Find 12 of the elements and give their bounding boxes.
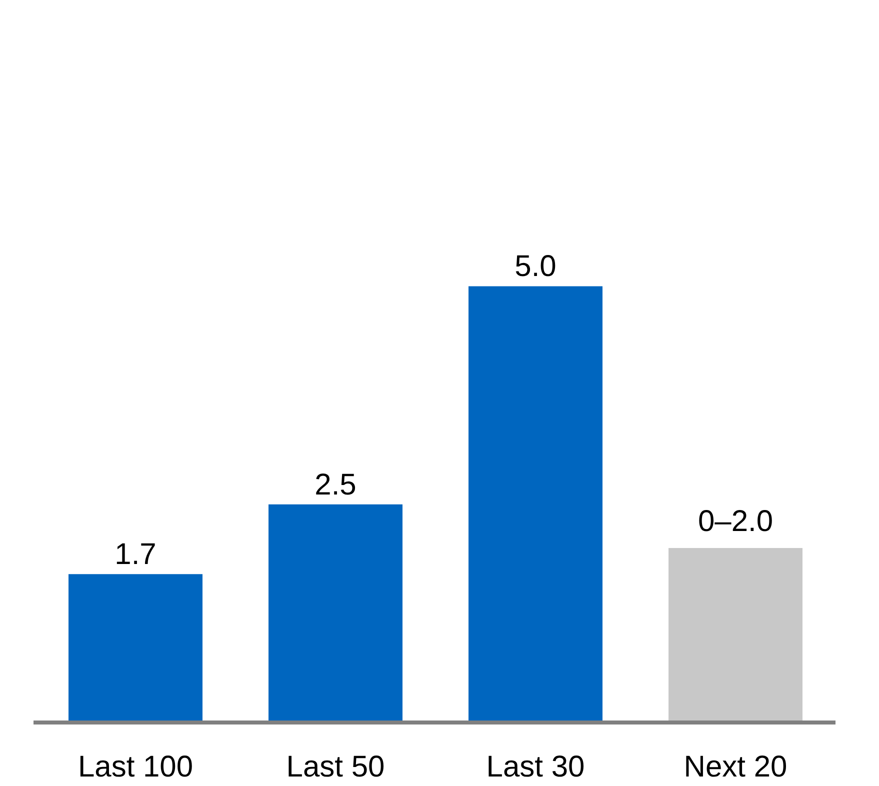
bar: [468, 286, 602, 722]
x-tick-label: Last 30: [486, 750, 585, 784]
bar: [668, 548, 802, 722]
data-label: 2.5: [314, 468, 356, 502]
data-label: 0–2.0: [698, 504, 774, 538]
x-tick-label: Next 20: [684, 750, 788, 784]
data-label: 1.7: [114, 538, 156, 572]
data-label: 5.0: [514, 250, 556, 284]
bar: [68, 574, 202, 722]
bar: [268, 504, 402, 722]
x-tick-label: Last 100: [78, 750, 194, 784]
x-tick-label: Last 50: [286, 750, 385, 784]
